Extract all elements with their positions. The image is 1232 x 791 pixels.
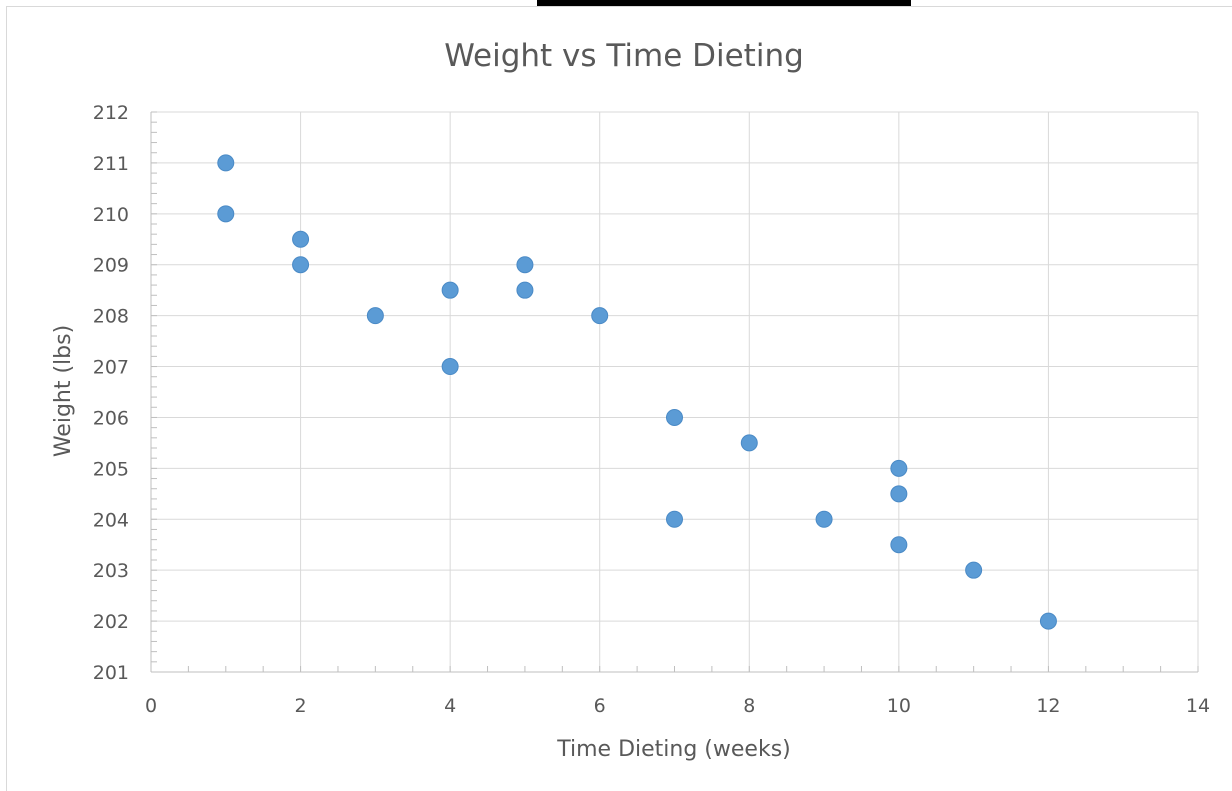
data-point — [516, 281, 534, 299]
top-decorative-strip — [537, 0, 911, 6]
data-point — [217, 154, 235, 172]
y-tick-label: 203 — [93, 560, 129, 582]
data-point — [890, 536, 908, 554]
x-tick-label: 12 — [1036, 695, 1060, 717]
data-point — [441, 281, 459, 299]
data-point — [740, 434, 758, 452]
axes — [150, 111, 1199, 673]
x-tick-label: 0 — [145, 695, 157, 717]
y-tick-label: 201 — [93, 662, 129, 684]
x-tick-label: 8 — [743, 695, 755, 717]
y-tick-label: 211 — [93, 153, 129, 175]
data-point — [292, 256, 310, 274]
tick-labels: 0 2 4 6 8 10 12 14 201 202 203 204 205 206 207 208 209 21… — [93, 102, 1210, 717]
x-tick-label: 10 — [887, 695, 911, 717]
x-tick-label: 2 — [295, 695, 307, 717]
data-point — [217, 205, 235, 223]
x-tick-label: 4 — [444, 695, 456, 717]
y-tick-label: 205 — [93, 458, 129, 480]
y-tick-label: 209 — [93, 255, 129, 277]
data-point — [890, 485, 908, 503]
y-tick-label: 210 — [93, 204, 129, 226]
x-tick-label: 6 — [594, 695, 606, 717]
data-point — [815, 510, 833, 528]
y-tick-label: 208 — [93, 306, 129, 328]
data-point — [965, 561, 983, 579]
chart-area — [6, 6, 1232, 791]
data-point — [666, 510, 683, 528]
x-axis-title: Time Dieting (weeks) — [556, 737, 791, 762]
y-tick-label: 204 — [93, 509, 129, 531]
data-point — [366, 307, 384, 325]
data-point — [890, 459, 908, 477]
y-tick-label: 207 — [93, 357, 129, 379]
data-point — [591, 307, 609, 325]
data-point — [292, 230, 310, 248]
data-point — [1039, 612, 1057, 630]
chart-title: Weight vs Time Dieting — [444, 38, 804, 74]
y-tick-label: 202 — [93, 611, 129, 633]
y-tick-label: 212 — [93, 102, 129, 124]
data-points — [217, 154, 1057, 630]
x-tick-label: 14 — [1186, 695, 1210, 717]
data-point — [516, 256, 534, 274]
gridlines — [151, 111, 1199, 672]
y-tick-label: 206 — [93, 407, 129, 429]
y-axis-title: Weight (lbs) — [51, 325, 76, 457]
data-point — [666, 408, 683, 426]
data-point — [441, 358, 459, 376]
